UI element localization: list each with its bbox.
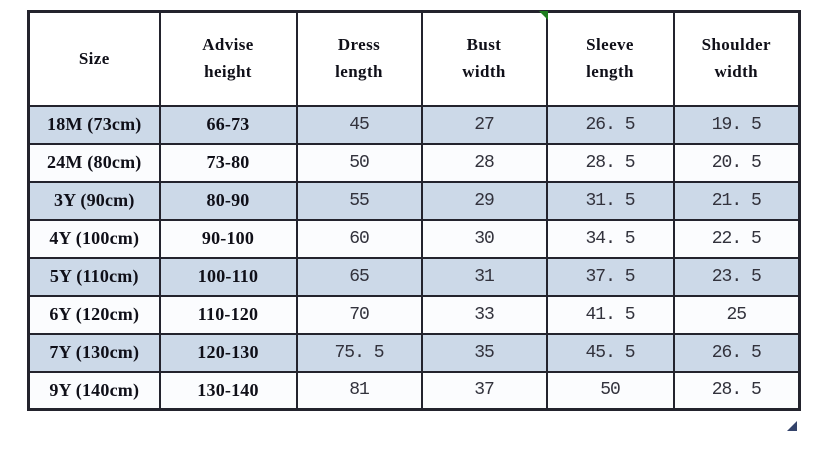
cell-dress-length: 75. 5 bbox=[295, 332, 423, 373]
header-cell-bust-width: Bust width bbox=[420, 10, 548, 107]
table-row: 24M (80cm) 73-80 50 28 28. 5 20. 5 bbox=[27, 142, 801, 183]
cell-shoulder-width: 20. 5 bbox=[672, 142, 801, 183]
cell-size: 3Y (90cm) bbox=[27, 180, 161, 221]
cell-advise-height: 130-140 bbox=[158, 370, 298, 411]
cell-dress-length: 45 bbox=[295, 104, 423, 145]
cell-advise-height: 80-90 bbox=[158, 180, 298, 221]
cell-sleeve-length: 50 bbox=[545, 370, 675, 411]
cell-advise-height: 73-80 bbox=[158, 142, 298, 183]
cell-shoulder-width: 22. 5 bbox=[672, 218, 801, 259]
table-row: 6Y (120cm) 110-120 70 33 41. 5 25 bbox=[27, 294, 801, 335]
cell-size: 9Y (140cm) bbox=[27, 370, 161, 411]
cell-dress-length: 60 bbox=[295, 218, 423, 259]
cell-shoulder-width: 23. 5 bbox=[672, 256, 801, 297]
cell-sleeve-length: 28. 5 bbox=[545, 142, 675, 183]
cell-bust-width: 28 bbox=[420, 142, 548, 183]
header-cell-shoulder-width: Shoulder width bbox=[672, 10, 801, 107]
cell-size: 18M (73cm) bbox=[27, 104, 161, 145]
table-row: 4Y (100cm) 90-100 60 30 34. 5 22. 5 bbox=[27, 218, 801, 259]
cell-sleeve-length: 31. 5 bbox=[545, 180, 675, 221]
header-cell-dress-length: Dress length bbox=[295, 10, 423, 107]
cell-dress-length: 65 bbox=[295, 256, 423, 297]
header-cell-size: Size bbox=[27, 10, 161, 107]
cell-shoulder-width: 25 bbox=[672, 294, 801, 335]
cell-advise-height: 90-100 bbox=[158, 218, 298, 259]
cell-shoulder-width: 28. 5 bbox=[672, 370, 801, 411]
cell-sleeve-length: 26. 5 bbox=[545, 104, 675, 145]
cell-size: 5Y (110cm) bbox=[27, 256, 161, 297]
header-cell-sleeve-length: Sleeve length bbox=[545, 10, 675, 107]
cell-sleeve-length: 34. 5 bbox=[545, 218, 675, 259]
cell-advise-height: 66-73 bbox=[158, 104, 298, 145]
cell-size: 4Y (100cm) bbox=[27, 218, 161, 259]
table-row: 7Y (130cm) 120-130 75. 5 35 45. 5 26. 5 bbox=[27, 332, 801, 373]
cell-shoulder-width: 26. 5 bbox=[672, 332, 801, 373]
size-table: Size Advise height Dress length Bust wid… bbox=[27, 10, 801, 411]
cell-dress-length: 50 bbox=[295, 142, 423, 183]
cell-advise-height: 120-130 bbox=[158, 332, 298, 373]
cell-advise-height: 110-120 bbox=[158, 294, 298, 335]
cell-bust-width: 35 bbox=[420, 332, 548, 373]
header-row: Size Advise height Dress length Bust wid… bbox=[27, 10, 801, 107]
cell-dress-length: 55 bbox=[295, 180, 423, 221]
cell-size: 7Y (130cm) bbox=[27, 332, 161, 373]
cell-sleeve-length: 45. 5 bbox=[545, 332, 675, 373]
cell-advise-height: 100-110 bbox=[158, 256, 298, 297]
header-cell-advise-height: Advise height bbox=[158, 10, 298, 107]
cell-bust-width: 31 bbox=[420, 256, 548, 297]
cell-shoulder-width: 19. 5 bbox=[672, 104, 801, 145]
cell-bust-width: 27 bbox=[420, 104, 548, 145]
cell-bust-width: 29 bbox=[420, 180, 548, 221]
cell-bust-width: 30 bbox=[420, 218, 548, 259]
cell-bust-width: 33 bbox=[420, 294, 548, 335]
cell-shoulder-width: 21. 5 bbox=[672, 180, 801, 221]
cell-bust-width: 37 bbox=[420, 370, 548, 411]
table-row: 9Y (140cm) 130-140 81 37 50 28. 5 bbox=[27, 370, 801, 411]
fill-handle-icon bbox=[787, 421, 797, 431]
cell-dress-length: 81 bbox=[295, 370, 423, 411]
table-row: 3Y (90cm) 80-90 55 29 31. 5 21. 5 bbox=[27, 180, 801, 221]
cell-sleeve-length: 41. 5 bbox=[545, 294, 675, 335]
cell-size: 24M (80cm) bbox=[27, 142, 161, 183]
cell-dress-length: 70 bbox=[295, 294, 423, 335]
cell-sleeve-length: 37. 5 bbox=[545, 256, 675, 297]
table-row: 18M (73cm) 66-73 45 27 26. 5 19. 5 bbox=[27, 104, 801, 145]
green-triangle-icon bbox=[539, 11, 548, 20]
table-row: 5Y (110cm) 100-110 65 31 37. 5 23. 5 bbox=[27, 256, 801, 297]
cell-size: 6Y (120cm) bbox=[27, 294, 161, 335]
